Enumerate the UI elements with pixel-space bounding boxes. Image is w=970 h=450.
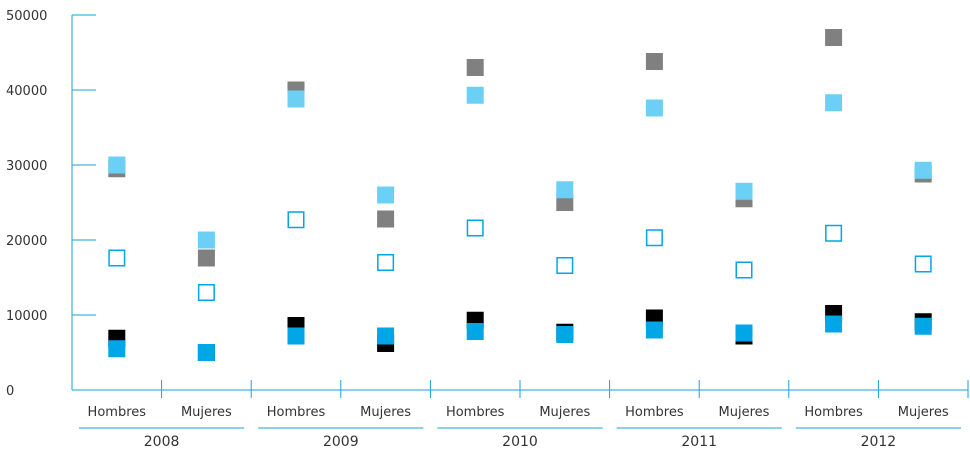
marker-filled-dark-gray xyxy=(377,210,395,228)
marker-filled-blue xyxy=(287,327,305,345)
marker-hollow-blue xyxy=(377,254,395,271)
marker-hollow-blue xyxy=(825,224,843,242)
marker-filled-dark-gray xyxy=(466,59,484,76)
year-label: 2012 xyxy=(861,434,897,450)
y-tick-label: 30000 xyxy=(6,159,47,174)
data-points xyxy=(108,29,932,361)
category-label: Hombres xyxy=(267,405,326,420)
category-label: Mujeres xyxy=(719,405,770,420)
category-label: Hombres xyxy=(446,405,505,420)
marker-filled-light-blue xyxy=(108,156,126,174)
marker-filled-blue xyxy=(108,340,126,358)
category-label: Mujeres xyxy=(898,405,949,420)
category-label: Mujeres xyxy=(360,405,411,420)
marker-filled-dark-gray xyxy=(645,53,663,70)
marker-hollow-blue xyxy=(556,257,574,274)
marker-hollow-blue xyxy=(645,229,663,247)
marker-filled-light-blue xyxy=(914,161,932,179)
marker-filled-blue xyxy=(466,323,484,340)
marker-filled-blue xyxy=(645,321,663,339)
category-label: Mujeres xyxy=(539,405,590,420)
category-label: Hombres xyxy=(804,405,863,420)
y-tick-label: 0 xyxy=(6,384,14,399)
marker-filled-blue xyxy=(556,326,574,343)
category-label: Mujeres xyxy=(181,405,232,420)
category-label: Hombres xyxy=(625,405,684,420)
marker-filled-blue xyxy=(914,317,932,335)
y-axis: 0 10000 20000 30000 40000 50000 xyxy=(6,9,96,399)
marker-filled-light-blue xyxy=(287,90,305,108)
year-label: 2009 xyxy=(323,434,359,450)
year-label: 2008 xyxy=(144,434,180,450)
marker-hollow-blue xyxy=(197,284,215,301)
y-tick-label: 20000 xyxy=(6,234,47,249)
marker-filled-light-blue xyxy=(645,99,663,117)
marker-filled-blue xyxy=(197,344,215,361)
marker-hollow-blue xyxy=(914,255,932,273)
marker-filled-blue xyxy=(377,327,395,345)
year-label: 2010 xyxy=(502,434,538,450)
year-label: 2011 xyxy=(681,434,717,450)
marker-filled-dark-gray xyxy=(825,29,843,46)
marker-hollow-blue xyxy=(108,249,126,267)
marker-filled-dark-gray xyxy=(197,249,215,267)
y-tick-label: 40000 xyxy=(6,84,47,99)
y-tick-label: 10000 xyxy=(6,309,47,324)
marker-filled-blue xyxy=(735,324,753,342)
category-label: Hombres xyxy=(88,405,147,420)
marker-filled-light-blue xyxy=(825,94,843,112)
marker-hollow-blue xyxy=(287,211,305,229)
marker-filled-light-blue xyxy=(556,181,574,199)
marker-filled-blue xyxy=(825,315,843,333)
marker-hollow-blue xyxy=(735,261,753,279)
marker-hollow-blue xyxy=(466,219,484,237)
marker-filled-light-blue xyxy=(197,231,215,249)
y-tick-label: 50000 xyxy=(6,9,47,24)
marker-filled-light-blue xyxy=(377,186,395,204)
marker-filled-light-blue xyxy=(735,182,753,200)
marker-filled-light-blue xyxy=(466,86,484,104)
